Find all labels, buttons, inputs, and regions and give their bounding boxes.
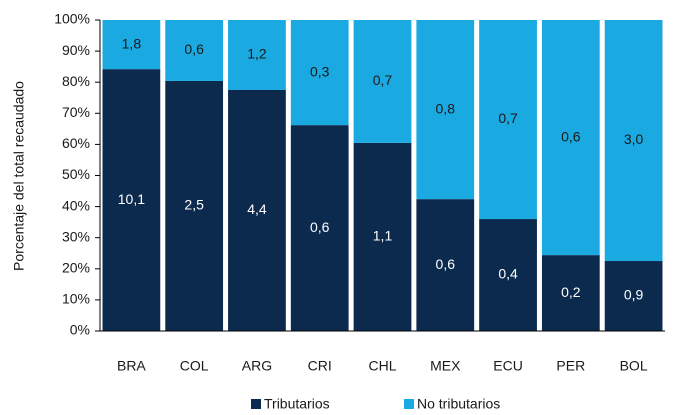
- legend-swatch: [251, 399, 261, 409]
- data-label: 1,1: [373, 228, 393, 244]
- y-tick-label: 0%: [70, 322, 90, 338]
- y-tick-label: 70%: [62, 104, 90, 120]
- x-tick-label: BOL: [620, 358, 648, 374]
- bar-segment: [541, 255, 600, 331]
- bar-segment: [353, 142, 412, 331]
- legend-label: Tributarios: [264, 396, 330, 412]
- data-label: 3,0: [624, 131, 644, 147]
- bar-segment: [228, 89, 286, 331]
- bar-segment: [290, 125, 349, 331]
- data-label: 0,6: [184, 41, 204, 57]
- y-tick-label: 60%: [62, 135, 90, 151]
- bar-segment: [165, 80, 224, 332]
- data-label: 10,1: [118, 191, 145, 207]
- x-tick-label: BRA: [117, 358, 146, 374]
- data-label: 4,4: [247, 201, 267, 217]
- bar-segment: [416, 20, 475, 200]
- bar-segment: [479, 20, 537, 220]
- y-tick-label: 100%: [54, 11, 90, 27]
- bar-segment: [102, 69, 161, 331]
- data-label: 0,4: [498, 266, 518, 282]
- bar-segment: [604, 261, 663, 331]
- bar-segment: [102, 20, 161, 70]
- x-tick-label: ARG: [242, 358, 272, 374]
- y-tick-label: 90%: [62, 42, 90, 58]
- data-label: 0,6: [310, 219, 330, 235]
- data-label: 0,8: [436, 100, 456, 116]
- data-label: 0,6: [436, 256, 456, 272]
- bar-segment: [416, 199, 475, 331]
- bar-segment: [541, 20, 600, 256]
- x-tick-label: ECU: [493, 358, 523, 374]
- x-tick-label: CHL: [368, 358, 396, 374]
- data-label: 0,3: [310, 63, 330, 79]
- data-label: 0,7: [373, 72, 393, 88]
- y-tick-label: 80%: [62, 73, 90, 89]
- bar-segment: [228, 20, 286, 90]
- x-tick-label: COL: [180, 358, 209, 374]
- bar-segment: [479, 219, 537, 331]
- data-label: 0,9: [624, 287, 644, 303]
- y-axis-label: Porcentaje del total recaudado: [11, 81, 27, 271]
- bar-segment: [290, 20, 349, 126]
- legend-label: No tributarios: [417, 396, 500, 412]
- x-tick-label: CRI: [308, 358, 332, 374]
- data-label: 1,2: [247, 46, 267, 62]
- y-tick-label: 50%: [62, 166, 90, 182]
- legend-swatch: [404, 399, 414, 409]
- data-label: 2,5: [184, 197, 204, 213]
- y-tick-label: 20%: [62, 260, 90, 276]
- y-tick-label: 40%: [62, 197, 90, 213]
- bar-segment: [353, 20, 412, 143]
- y-tick-label: 10%: [62, 291, 90, 307]
- bar-segment: [604, 20, 663, 262]
- y-tick-label: 30%: [62, 228, 90, 244]
- bar-segment: [165, 20, 224, 81]
- data-label: 0,7: [498, 110, 518, 126]
- x-tick-label: PER: [556, 358, 585, 374]
- data-label: 0,6: [561, 128, 581, 144]
- x-tick-label: MEX: [430, 358, 461, 374]
- data-label: 0,2: [561, 284, 581, 300]
- data-label: 1,8: [122, 35, 142, 51]
